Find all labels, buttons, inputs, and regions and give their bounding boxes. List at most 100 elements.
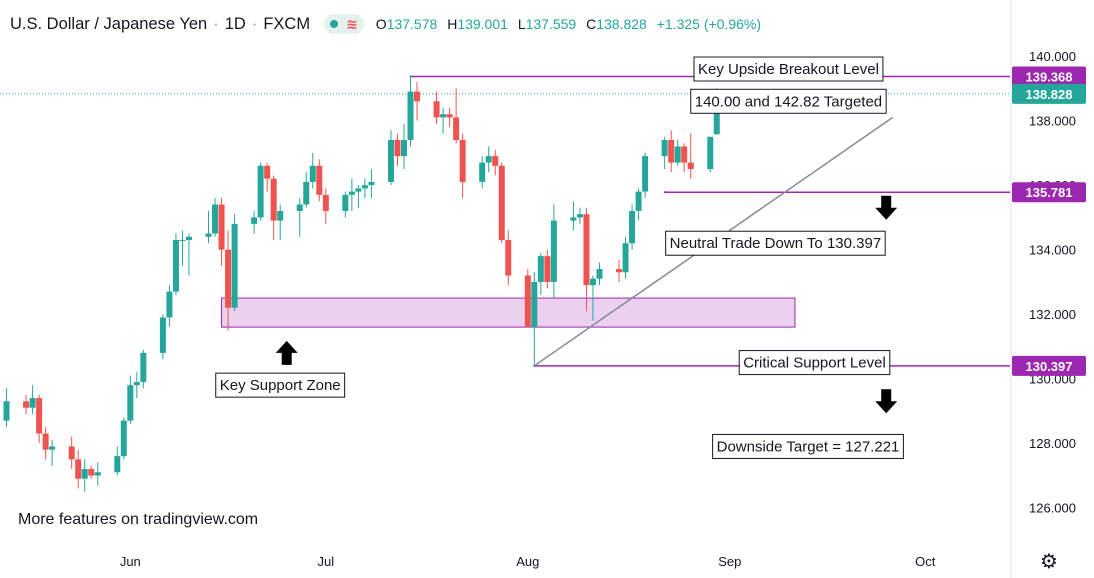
candle: [446, 107, 453, 128]
candle: [264, 162, 271, 192]
candle: [485, 146, 492, 173]
candle: [570, 201, 577, 231]
candle: [185, 233, 192, 276]
candle-body: [505, 240, 512, 276]
candle: [642, 152, 649, 199]
candle: [179, 230, 186, 266]
promo-text[interactable]: More features on tradingview.com: [18, 511, 259, 528]
annotation-box: [665, 230, 886, 256]
x-tick-label: Oct: [915, 554, 936, 569]
candle: [296, 198, 303, 237]
indicator-badge[interactable]: ≋: [324, 14, 364, 34]
candle-body: [88, 469, 95, 476]
candle: [270, 175, 277, 240]
candle-body: [681, 146, 688, 163]
candle: [661, 136, 668, 170]
candle-body: [3, 401, 10, 421]
candle: [166, 285, 173, 328]
candle: [368, 169, 375, 199]
candle-body: [583, 214, 590, 286]
candle-body: [133, 381, 140, 386]
candle: [205, 210, 212, 244]
support-zone: [221, 297, 796, 328]
high-value: 139.001: [457, 16, 508, 32]
candle: [414, 81, 421, 121]
candle: [342, 191, 349, 218]
arrow-up-icon: [275, 340, 298, 365]
annotation-text: Critical Support Level: [743, 355, 886, 372]
candle-body: [257, 165, 264, 218]
candle: [453, 88, 460, 144]
candle-body: [492, 156, 499, 166]
candle-body: [309, 165, 316, 182]
candle: [355, 185, 362, 208]
candle-body: [296, 204, 303, 211]
candle-body: [251, 217, 258, 224]
candle-body: [355, 188, 362, 192]
candle: [172, 233, 179, 295]
y-tick-label: 128.000: [1029, 436, 1076, 451]
candle-body: [179, 240, 186, 241]
annotation-box: [690, 88, 887, 114]
candle: [492, 149, 499, 176]
annotation-text: Downside Target = 127.221: [717, 438, 900, 455]
candle-body: [537, 256, 544, 282]
candle-body: [616, 269, 623, 273]
candle-body: [596, 269, 603, 279]
annotation-text: Key Upside Breakout Level: [698, 61, 879, 78]
candle-body: [713, 93, 720, 135]
candle-body: [446, 114, 453, 118]
candle: [42, 427, 49, 460]
low-value: 137.559: [525, 16, 577, 32]
close-label: C: [586, 16, 597, 32]
candle: [218, 198, 225, 266]
price-label: 138.828: [1026, 87, 1073, 102]
candle-body: [36, 398, 43, 434]
y-tick-label: 138.000: [1029, 114, 1076, 129]
candle: [49, 440, 56, 466]
candle: [127, 375, 134, 424]
candle-body: [166, 291, 173, 318]
candle: [616, 259, 623, 282]
candle: [140, 349, 147, 389]
candle-body: [589, 278, 596, 286]
price-label-box: [1012, 83, 1086, 104]
candle-body: [453, 117, 460, 140]
candle-body: [49, 446, 56, 450]
candle-body: [342, 194, 349, 211]
candle-body: [270, 178, 277, 221]
candle: [524, 269, 531, 328]
candle-body: [231, 223, 238, 308]
candle: [231, 214, 238, 311]
candle: [303, 172, 310, 208]
interval-label[interactable]: 1D: [224, 14, 246, 33]
ohlc-readout: O137.578 H139.001 L137.559 C138.828 +1.3…: [376, 16, 767, 32]
price-label-box: [1012, 66, 1086, 87]
candle-body: [687, 162, 694, 170]
gear-icon[interactable]: ⚙: [1040, 551, 1058, 573]
candle: [251, 210, 258, 234]
candle: [81, 459, 88, 492]
candle: [133, 372, 140, 399]
candle-body: [394, 140, 401, 157]
open-value: 137.578: [386, 16, 438, 32]
candle-body: [674, 146, 681, 163]
status-dot-icon: [330, 20, 339, 28]
candle-body: [212, 204, 219, 234]
annotation-box: [215, 372, 346, 398]
candle: [589, 275, 596, 321]
candle-body: [668, 140, 675, 163]
y-tick-label: 140.000: [1029, 49, 1076, 64]
candle-body: [629, 210, 636, 244]
candle: [433, 91, 440, 124]
symbol-name[interactable]: U.S. Dollar / Japanese Yen: [10, 14, 208, 33]
candle: [440, 107, 447, 134]
candle: [322, 188, 329, 224]
candle-body: [316, 165, 323, 195]
price-label: 130.397: [1026, 359, 1073, 374]
candle-body: [264, 165, 271, 179]
candle: [498, 162, 505, 244]
candle: [687, 133, 694, 179]
candle-body: [524, 275, 531, 328]
